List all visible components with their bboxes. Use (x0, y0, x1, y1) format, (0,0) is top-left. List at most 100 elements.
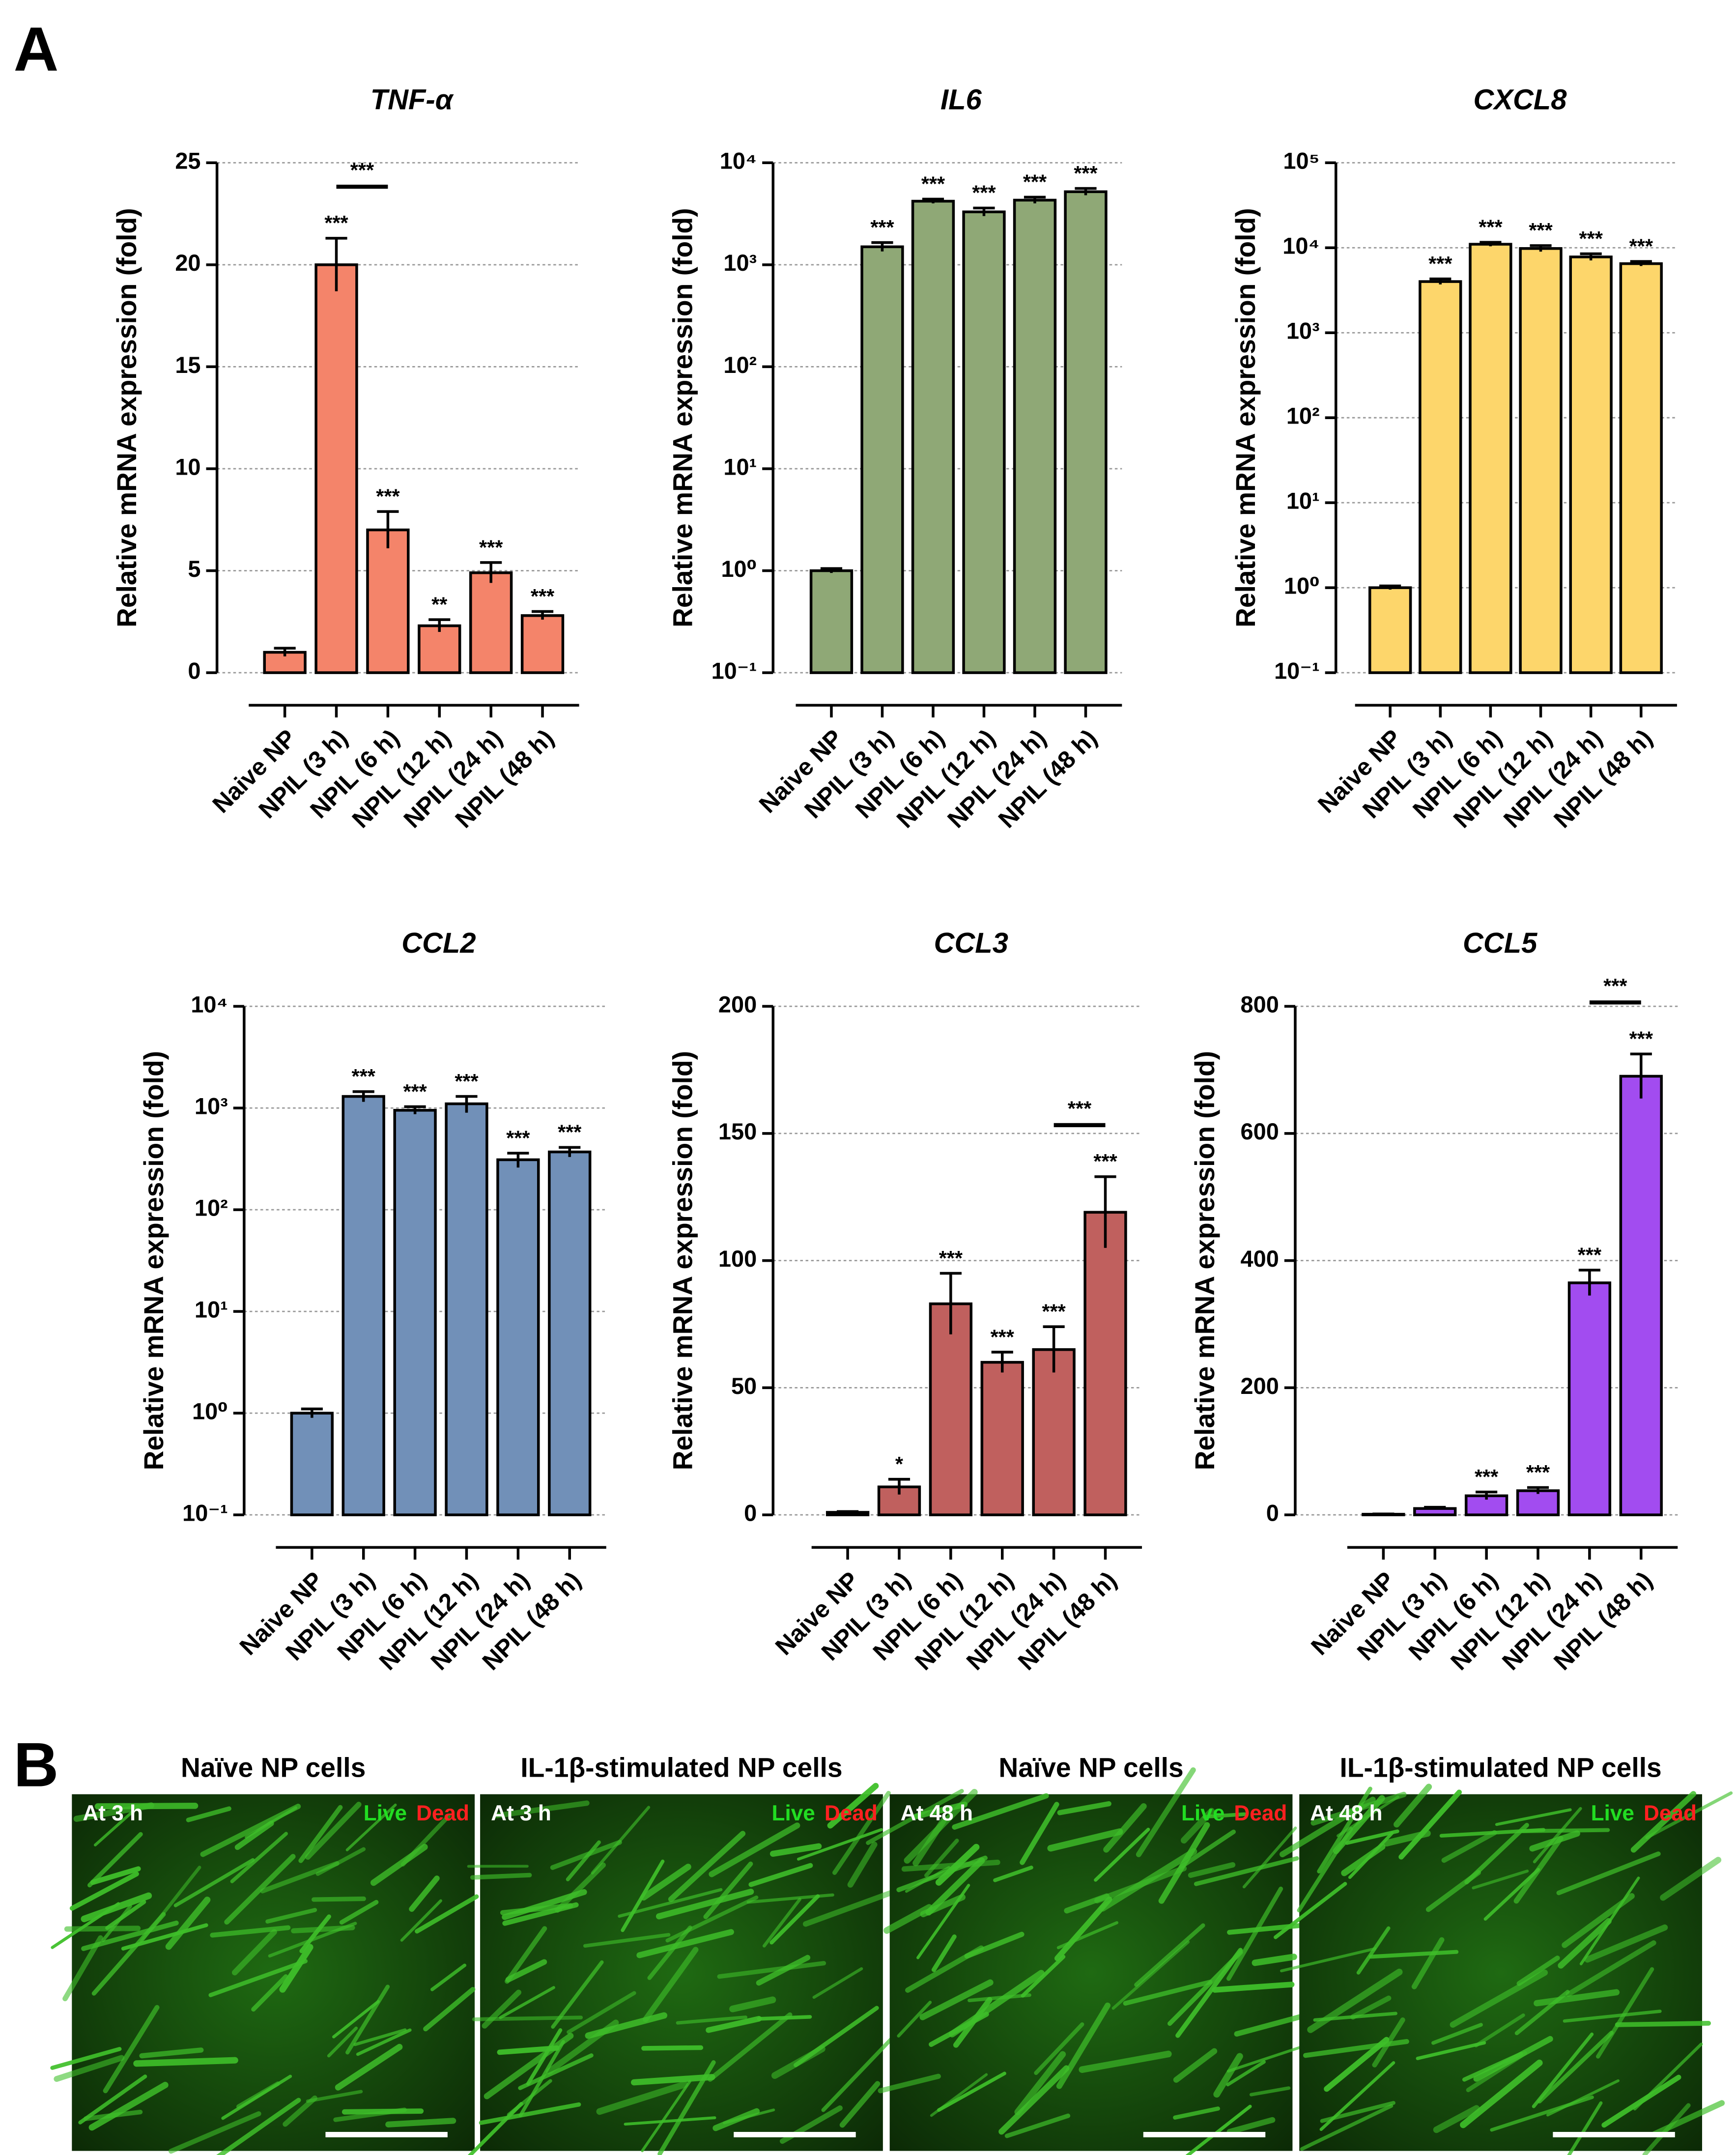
significance-label: *** (1042, 1301, 1066, 1323)
significance-label: *** (921, 173, 945, 196)
cell (821, 2033, 897, 2112)
cell (1645, 1791, 1733, 1840)
cell (1534, 1989, 1620, 2007)
cell (224, 1854, 296, 1925)
live-label: Live (1591, 1801, 1634, 1825)
y-tick-label: 100 (718, 1246, 757, 1272)
significance-label: *** (506, 1127, 530, 1149)
cell (1180, 1808, 1215, 1844)
cell (596, 2081, 688, 2115)
significance-label: ** (431, 593, 448, 616)
cell (499, 1986, 555, 2019)
bar (1516, 1489, 1560, 1516)
y-tick-label: 10¹ (1286, 488, 1320, 514)
significance-label: *** (558, 1121, 582, 1144)
error-bar (507, 1152, 529, 1168)
error-bar (428, 618, 451, 632)
cell (251, 1974, 288, 2012)
cell (69, 1871, 139, 1911)
cell (878, 2073, 941, 2094)
error-bar (301, 1407, 323, 1418)
y-tick-label: 10⁵ (1283, 148, 1319, 174)
cell (305, 1802, 362, 1860)
y-tick-label: 10¹ (723, 454, 757, 480)
bar (1567, 1281, 1612, 1516)
bar (980, 1361, 1024, 1516)
cell (1630, 1791, 1697, 1853)
cell (78, 2074, 147, 2125)
cell (470, 1872, 532, 1880)
cell (518, 2053, 594, 2090)
cell (1274, 1882, 1347, 1939)
significance-label: *** (1479, 216, 1503, 238)
significance-label: *** (870, 216, 894, 239)
error-bar (1379, 584, 1401, 590)
y-tick-label: 10⁻¹ (182, 1501, 228, 1526)
cell (505, 1926, 547, 1984)
cell (1356, 1926, 1391, 1975)
cell (712, 2108, 760, 2131)
chart-title: IL6 (940, 84, 982, 115)
bar (366, 528, 410, 674)
cell (901, 1859, 1000, 1872)
cell (312, 1896, 366, 1902)
cell (1558, 1918, 1612, 1969)
cell (631, 2074, 715, 2086)
cell (665, 1895, 759, 1943)
cell (298, 1805, 343, 1863)
cell (832, 1790, 891, 1875)
bar (1032, 1348, 1076, 1516)
cell (64, 1926, 141, 1932)
cell (925, 1857, 985, 1916)
cell (90, 1866, 141, 1885)
significance-label: *** (1475, 1466, 1499, 1488)
y-tick-label: 0 (1266, 1501, 1279, 1526)
cell (1394, 1784, 1432, 1828)
cell (482, 1989, 522, 2029)
cell (1173, 2048, 1218, 2083)
cell (709, 1822, 800, 1877)
cell (121, 1923, 208, 1951)
cell (1014, 2051, 1066, 2115)
chart: CCL2 Relative mRNA expression (fold) 10⁻¹ 1… (139, 928, 606, 1675)
cell (1490, 2095, 1594, 2132)
micrograph: Naïve NP cells At 3 h Live Dead (50, 1753, 479, 2155)
cell (1562, 1893, 1635, 1948)
cell (1513, 1836, 1564, 1904)
y-tick-label: 5 (188, 556, 200, 582)
cell (54, 2055, 125, 2082)
cell (1516, 1956, 1560, 1986)
y-tick-label: 10⁰ (721, 556, 757, 582)
cell (208, 1959, 308, 1997)
cell (1252, 1954, 1297, 1966)
cell (1660, 1857, 1722, 1901)
error-bar (377, 510, 399, 548)
cell (993, 1866, 1033, 1882)
cell (165, 1897, 211, 1950)
cell (339, 1900, 379, 1925)
cell (1464, 1822, 1529, 1885)
cell (169, 2111, 261, 2154)
y-tick-label: 10 (175, 454, 200, 480)
cell (771, 2045, 825, 2079)
significance-label: *** (479, 536, 503, 559)
cell (1472, 1870, 1529, 1890)
cell (1324, 2037, 1390, 2092)
cell (1642, 2103, 1691, 2155)
cell (1433, 2105, 1480, 2133)
cell (930, 2073, 988, 2117)
error-bar (480, 561, 502, 583)
image-title: IL-1β-stimulated NP cells (520, 1753, 842, 1783)
cell (299, 1914, 331, 1954)
y-tick-label: 50 (731, 1373, 757, 1399)
y-axis-label: Relative mRNA expression (fold) (667, 208, 698, 627)
cell (1280, 1947, 1377, 1973)
cell (905, 1945, 984, 1993)
cell (423, 1986, 476, 2032)
error-bar (1580, 252, 1602, 260)
cell (1460, 2059, 1543, 2128)
cell (356, 2028, 412, 2056)
cell (81, 1892, 152, 1923)
cell (919, 1979, 994, 2020)
significance-label: *** (1093, 1150, 1117, 1173)
